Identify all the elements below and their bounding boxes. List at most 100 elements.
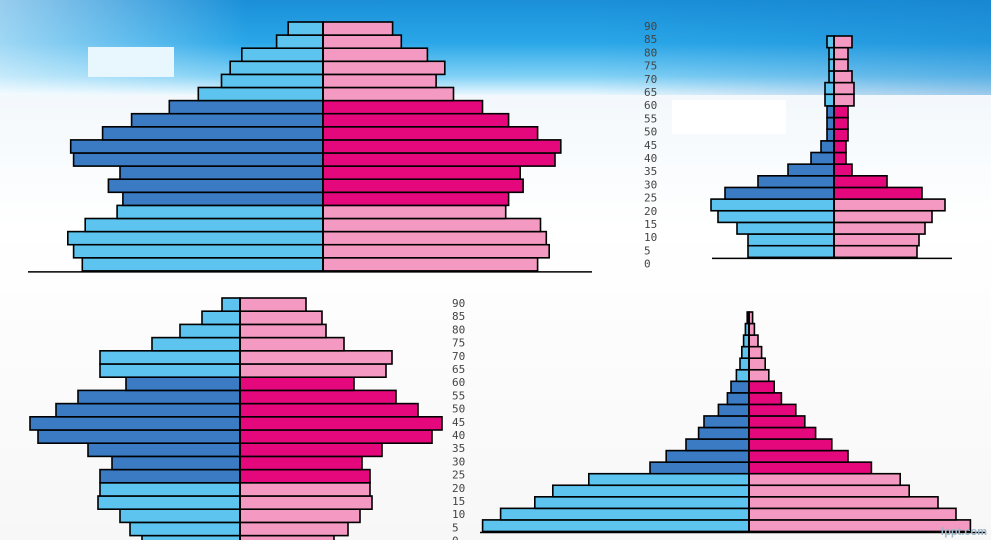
female-bar-age-85	[322, 34, 403, 49]
male-bar-age-20	[710, 198, 835, 212]
female-bar-age-50	[748, 403, 797, 417]
age-tick-label: 10	[452, 508, 465, 521]
age-tick-label: 15	[452, 495, 465, 508]
age-tick-label: 5	[644, 244, 651, 257]
male-bar-age-15	[551, 484, 750, 498]
female-bar-age-25	[239, 468, 371, 484]
female-bar-age-90	[239, 297, 307, 312]
female-bar-age-30	[748, 449, 849, 463]
female-bar-age-50	[833, 128, 849, 142]
female-bar-age-10	[239, 508, 361, 524]
male-bar-age-40	[72, 152, 324, 167]
female-bar-age-25	[833, 186, 923, 200]
male-bar-age-0	[747, 244, 835, 259]
age-tick-label: 25	[644, 192, 657, 205]
female-bar-age-80	[748, 334, 759, 348]
male-bar-age-50	[101, 126, 324, 141]
male-bar-age-90	[287, 21, 324, 36]
male-bar-age-55	[726, 392, 750, 406]
age-tick-label: 20	[452, 482, 465, 495]
pyramid-bottom-right	[480, 311, 985, 534]
male-bar-age-70	[99, 349, 241, 365]
watermark-text: fppt.com	[940, 526, 987, 538]
female-bar-age-10	[748, 495, 939, 510]
age-tick-label: 60	[452, 376, 465, 389]
age-tick-label: 75	[452, 337, 465, 350]
pyramid-bottom-left	[29, 297, 443, 540]
female-bar-age-65	[833, 93, 855, 107]
female-bar-age-20	[833, 198, 946, 212]
female-bar-age-5	[833, 233, 920, 247]
female-bar-age-15	[833, 209, 933, 224]
female-bar-age-5	[239, 521, 349, 537]
age-tick-label: 90	[644, 20, 657, 33]
male-bar-age-0	[81, 256, 324, 272]
female-bar-age-60	[239, 376, 355, 392]
male-bar-age-45	[820, 140, 835, 154]
male-bar-age-5	[499, 507, 750, 521]
female-bar-age-20	[748, 472, 901, 487]
female-bar-age-75	[322, 60, 446, 76]
blank-box	[672, 100, 786, 134]
female-bar-age-40	[239, 429, 433, 444]
female-bar-age-40	[833, 151, 847, 165]
male-bar-age-30	[107, 178, 324, 194]
age-tick-label: 35	[644, 165, 657, 178]
male-bar-age-15	[84, 217, 324, 233]
male-bar-age-5	[747, 233, 835, 247]
male-bar-age-65	[735, 368, 750, 383]
male-bar-age-85	[275, 34, 324, 49]
male-bar-age-45	[69, 139, 324, 154]
male-bar-age-30	[757, 175, 835, 189]
male-bar-age-25	[724, 186, 835, 200]
age-tick-label: 40	[644, 152, 657, 165]
male-bar-age-75	[740, 345, 750, 359]
male-bar-age-55	[130, 112, 324, 128]
female-bar-age-40	[748, 426, 817, 440]
female-bar-age-45	[833, 140, 847, 154]
female-bar-age-45	[748, 415, 806, 429]
female-bar-age-55	[239, 389, 397, 405]
female-bar-age-35	[322, 165, 521, 181]
female-bar-age-60	[748, 380, 776, 394]
male-bar-age-0	[481, 519, 750, 533]
female-bar-age-25	[322, 191, 510, 207]
female-bar-age-75	[748, 345, 763, 359]
female-bar-age-55	[833, 116, 849, 131]
age-tick-label: 45	[644, 139, 657, 152]
male-bar-age-75	[229, 60, 324, 76]
male-bar-age-5	[72, 243, 324, 259]
male-bar-age-80	[179, 323, 241, 339]
age-tick-label: 65	[644, 86, 657, 99]
male-bar-age-50	[717, 403, 750, 417]
female-bar-age-0	[748, 519, 972, 533]
female-bar-age-35	[748, 438, 833, 452]
age-tick-label: 40	[452, 429, 465, 442]
male-bar-age-55	[77, 389, 241, 405]
male-bar-age-65	[197, 86, 324, 102]
male-bar-age-10	[119, 508, 241, 524]
female-bar-age-65	[748, 368, 770, 383]
male-bar-age-20	[587, 472, 750, 487]
age-tick-label: 90	[452, 297, 465, 310]
female-bar-age-75	[833, 70, 853, 84]
male-bar-age-70	[824, 81, 835, 96]
male-bar-age-15	[97, 495, 241, 510]
age-tick-label: 85	[452, 310, 465, 323]
male-bar-age-45	[29, 415, 241, 431]
female-bar-age-30	[239, 455, 363, 471]
age-tick-label: 80	[452, 323, 465, 336]
male-bar-age-35	[119, 165, 324, 181]
age-tick-label: 50	[452, 403, 465, 416]
male-bar-age-40	[37, 429, 241, 444]
female-bar-age-20	[322, 204, 507, 220]
age-tick-label: 75	[644, 60, 657, 73]
pyramid-top-right	[710, 35, 952, 260]
male-bar-age-25	[99, 468, 241, 484]
female-bar-age-55	[748, 392, 783, 406]
age-tick-label: 70	[452, 350, 465, 363]
male-bar-age-5	[129, 521, 241, 537]
female-bar-age-70	[833, 81, 855, 96]
male-bar-age-40	[697, 426, 750, 440]
